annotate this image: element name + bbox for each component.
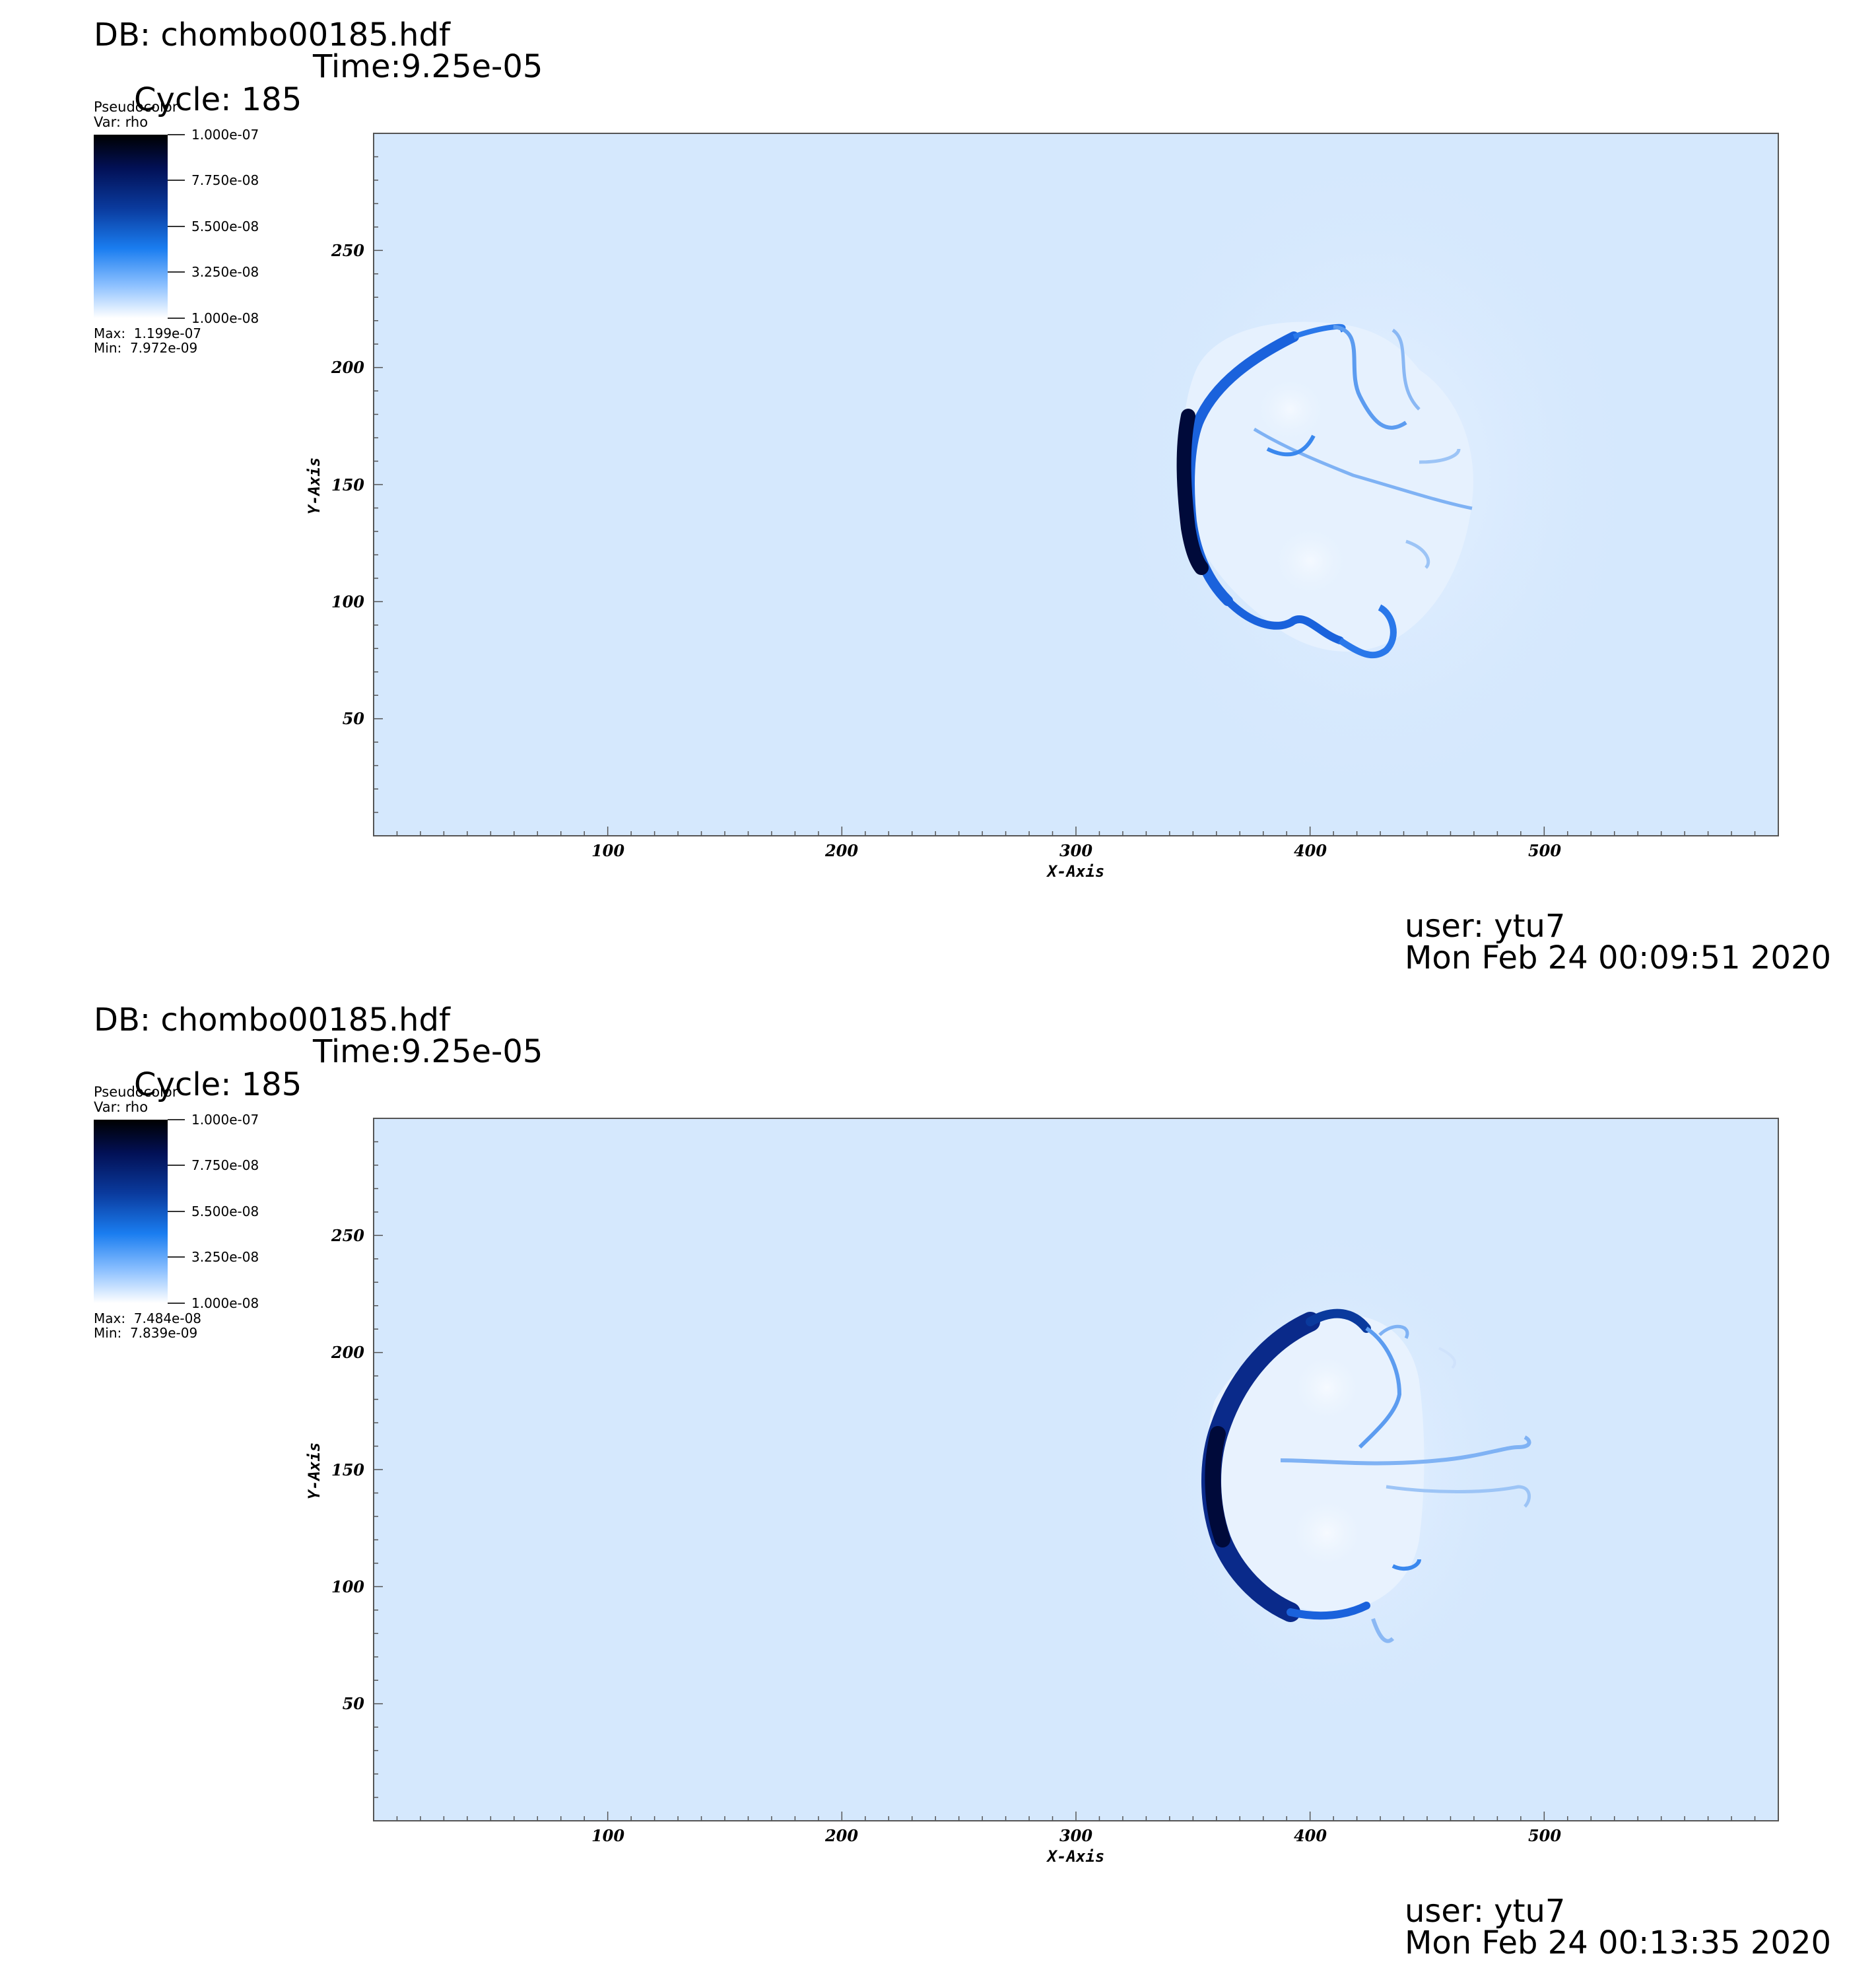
- vortex-upper: [1281, 1342, 1373, 1434]
- colorbar-tick: [168, 1165, 185, 1166]
- y-tick-label: 250: [331, 1226, 364, 1245]
- plot-svg: 100 200 300 400 500 50 100 150 200 250 X…: [305, 1118, 1779, 1866]
- colorbar-label: 1.000e-07: [191, 127, 259, 143]
- user-label: user: ytu7: [1405, 908, 1566, 945]
- filament-lower: [1338, 604, 1397, 659]
- colorbar-label: 3.250e-08: [191, 1249, 259, 1265]
- y-tick-label: 50: [343, 1694, 365, 1713]
- filament: [1405, 539, 1430, 569]
- front-top: [1306, 1308, 1371, 1333]
- colorbar-tick: [168, 1211, 185, 1212]
- cycle-label: Cycle: 185: [134, 81, 302, 118]
- date-label: Mon Feb 24 00:13:35 2020: [1405, 1924, 1832, 1961]
- filament: [1358, 1326, 1402, 1449]
- x-tick-label: 300: [1059, 1826, 1092, 1845]
- colorbar-tick: [168, 1256, 185, 1258]
- colorbar-label: 7.750e-08: [191, 1157, 259, 1173]
- colorbar-tick: [168, 226, 185, 227]
- legend-var: Var: rho: [94, 114, 149, 130]
- x-tick-label: 200: [824, 1826, 858, 1845]
- plot-panel-1: DB: chombo00185.hdf Cycle: 185 Time:9.25…: [0, 0, 1876, 984]
- y-tick-marks: [374, 1118, 383, 1821]
- colorbar-tick: [168, 318, 185, 319]
- plot-area: [374, 1118, 1778, 1821]
- min-label: Min: 7.839e-09: [94, 1325, 198, 1341]
- y-tick-label: 150: [331, 1460, 364, 1479]
- colorbar-label: 7.750e-08: [191, 172, 259, 188]
- x-tick-label: 500: [1528, 1826, 1561, 1845]
- colorbar-label: 1.000e-08: [191, 1295, 259, 1311]
- filament: [1419, 448, 1461, 464]
- filament: [1386, 1485, 1531, 1508]
- user-label: user: ytu7: [1405, 1893, 1566, 1930]
- db-label: DB: chombo00185.hdf: [94, 1002, 450, 1038]
- db-label: DB: chombo00185.hdf: [94, 17, 450, 53]
- filament: [1391, 1559, 1421, 1571]
- y-tick-marks: [374, 133, 383, 836]
- colorbar-label: 1.000e-07: [191, 1112, 259, 1128]
- x-tick-label: 400: [1294, 841, 1327, 860]
- filament: [1266, 434, 1316, 457]
- cycle-time-line: Cycle: 185 Time:9.25e-05: [94, 1035, 543, 1167]
- x-tick-label: 200: [824, 841, 858, 860]
- max-label: Max: 1.199e-07: [94, 325, 202, 341]
- filament: [1253, 427, 1473, 510]
- x-axis-title: X-Axis: [1046, 1847, 1105, 1866]
- y-tick-label: 100: [331, 1577, 364, 1596]
- x-tick-marks: [373, 1812, 1779, 1821]
- legend-var: Var: rho: [94, 1099, 149, 1115]
- x-tick-label: 100: [591, 841, 624, 860]
- y-tick-label: 50: [343, 709, 365, 728]
- filament-lower: [1224, 597, 1344, 644]
- y-tick-label: 200: [331, 358, 364, 377]
- x-tick-marks: [373, 827, 1779, 836]
- colorbar-label: 3.250e-08: [191, 264, 259, 280]
- filament: [1378, 1324, 1409, 1340]
- y-axis-title: Y-Axis: [305, 458, 323, 515]
- y-tick-label: 100: [331, 592, 364, 611]
- colorbar-tick: [168, 1119, 185, 1120]
- y-tick-label: 150: [331, 475, 364, 494]
- min-label: Min: 7.972e-09: [94, 340, 198, 356]
- x-tick-label: 300: [1059, 841, 1092, 860]
- filament: [1333, 325, 1407, 430]
- vortex-upper: [1244, 366, 1337, 452]
- vortex-lower: [1277, 1485, 1376, 1580]
- colorbar-tick: [168, 271, 185, 273]
- cycle-time-line: Cycle: 185 Time:9.25e-05: [94, 50, 543, 182]
- legend-title: Pseudocolor: [94, 1084, 178, 1100]
- max-label: Max: 7.484e-08: [94, 1310, 202, 1326]
- front-bottom: [1287, 1602, 1370, 1620]
- colorbar-tick: [168, 134, 185, 135]
- colorbar-label: 5.500e-08: [191, 219, 259, 234]
- front-dark: [1176, 409, 1209, 575]
- filament: [1438, 1347, 1456, 1369]
- x-tick-label: 500: [1528, 841, 1561, 860]
- date-label: Mon Feb 24 00:09:51 2020: [1405, 939, 1832, 976]
- plot-svg: 100 200 300 400 500 50 100 150 200 250 X…: [305, 132, 1779, 881]
- plot-panel-2: DB: chombo00185.hdf Cycle: 185 Time:9.25…: [0, 985, 1876, 1969]
- filament: [1391, 328, 1421, 411]
- cycle-label: Cycle: 185: [134, 1066, 302, 1103]
- filament: [1371, 1618, 1395, 1643]
- time-label: Time:9.25e-05: [313, 1033, 543, 1070]
- y-tick-label: 250: [331, 241, 364, 260]
- colorbar-tick: [168, 180, 185, 181]
- vortex-lower: [1261, 515, 1360, 607]
- colorbar: [94, 1120, 168, 1303]
- time-label: Time:9.25e-05: [313, 48, 543, 85]
- colorbar: [94, 135, 168, 318]
- x-tick-label: 100: [591, 1826, 624, 1845]
- colorbar-tick: [168, 1303, 185, 1304]
- y-tick-label: 200: [331, 1343, 364, 1362]
- filament: [1280, 1435, 1531, 1466]
- x-axis-title: X-Axis: [1046, 862, 1105, 881]
- y-axis-title: Y-Axis: [305, 1443, 323, 1500]
- colorbar-label: 1.000e-08: [191, 310, 259, 326]
- legend-title: Pseudocolor: [94, 99, 178, 115]
- colorbar-label: 5.500e-08: [191, 1204, 259, 1219]
- x-tick-label: 400: [1294, 1826, 1327, 1845]
- front-dark: [1205, 1426, 1230, 1547]
